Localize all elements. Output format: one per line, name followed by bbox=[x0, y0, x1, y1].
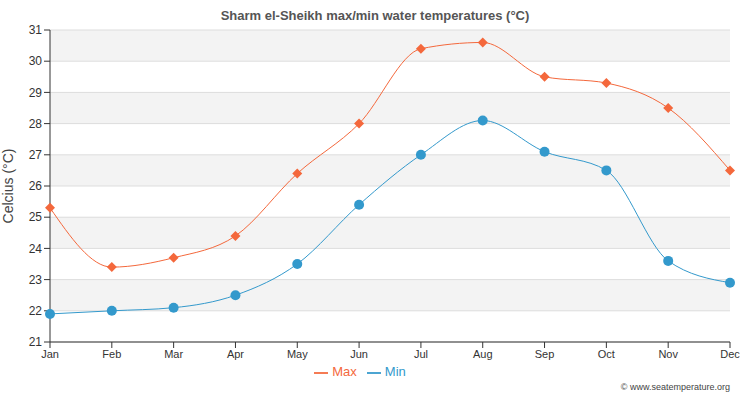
svg-text:29: 29 bbox=[29, 86, 43, 100]
svg-text:30: 30 bbox=[29, 54, 43, 68]
svg-text:22: 22 bbox=[29, 304, 43, 318]
svg-text:21: 21 bbox=[29, 335, 43, 349]
svg-text:Aug: Aug bbox=[473, 348, 493, 360]
svg-text:24: 24 bbox=[29, 242, 43, 256]
svg-text:May: May bbox=[287, 348, 308, 360]
svg-text:28: 28 bbox=[29, 117, 43, 131]
svg-text:Jun: Jun bbox=[350, 348, 368, 360]
svg-text:Sep: Sep bbox=[535, 348, 555, 360]
svg-text:Feb: Feb bbox=[102, 348, 121, 360]
svg-text:Mar: Mar bbox=[164, 348, 183, 360]
svg-text:25: 25 bbox=[29, 210, 43, 224]
svg-text:Nov: Nov bbox=[658, 348, 678, 360]
svg-text:Apr: Apr bbox=[227, 348, 244, 360]
svg-text:27: 27 bbox=[29, 148, 43, 162]
svg-text:23: 23 bbox=[29, 273, 43, 287]
html-text:Sharm el-Sheikh max/min water: Sharm el-Sheikh max/min water temperatur… bbox=[220, 8, 530, 23]
svg-text:Celcius (°C): Celcius (°C) bbox=[8, 149, 16, 224]
svg-text:Jul: Jul bbox=[414, 348, 428, 360]
html-text:© www.seatemperature.org: © www.seatemperature.org bbox=[620, 382, 730, 392]
svg-text:26: 26 bbox=[29, 179, 43, 193]
html-text:Max: Max bbox=[332, 364, 357, 379]
html-text:Min: Min bbox=[384, 364, 406, 379]
svg-text:31: 31 bbox=[29, 23, 43, 37]
svg-text:Dec: Dec bbox=[720, 348, 740, 360]
svg-text:Oct: Oct bbox=[598, 348, 615, 360]
svg-text:Jan: Jan bbox=[41, 348, 59, 360]
